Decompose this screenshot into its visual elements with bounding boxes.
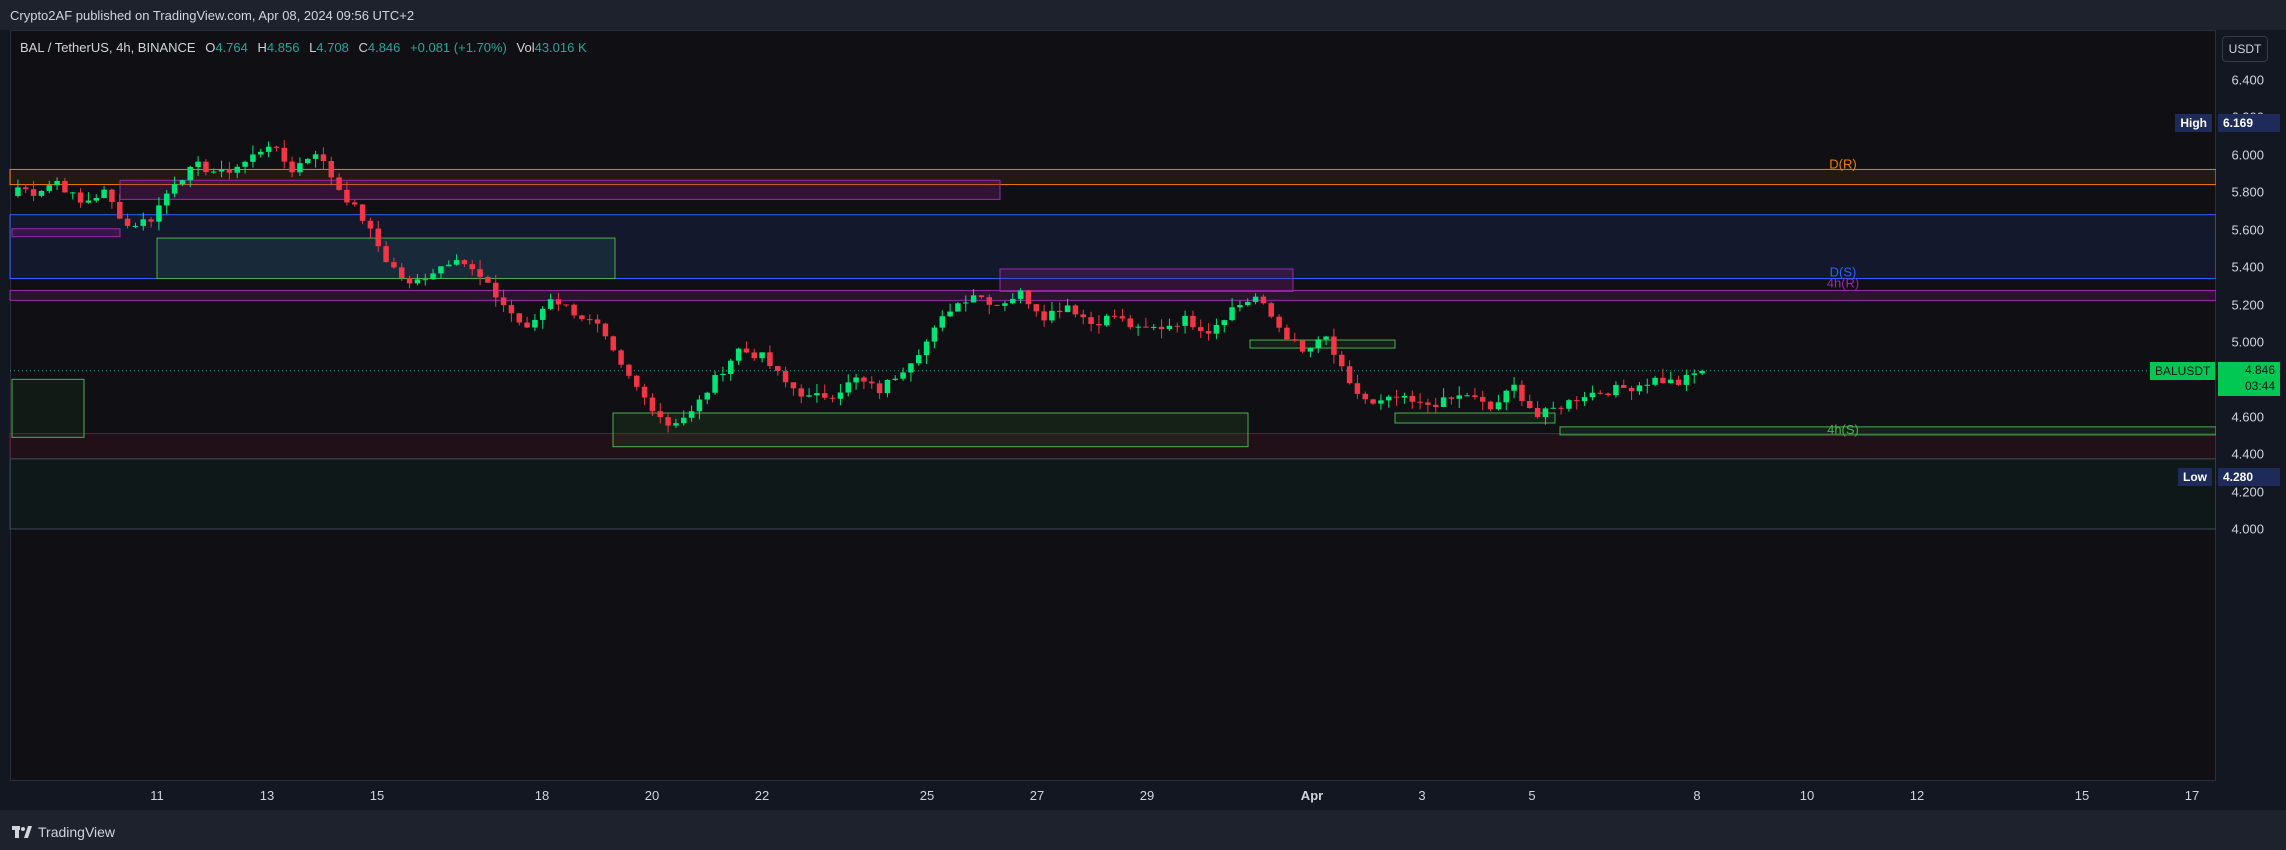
currency-button[interactable]: USDT [2222,36,2268,62]
time-tick: 3 [1418,788,1426,803]
time-tick: 11 [150,788,164,803]
time-tick: 8 [1693,788,1701,803]
symbol-legend: BAL / TetherUS, 4h, BINANCE O4.764 H4.85… [20,40,587,55]
price-axis[interactable]: USDT 6.4006.2006.0005.8005.6005.4005.200… [2216,30,2286,781]
open-value: 4.764 [215,40,248,55]
time-tick: 13 [259,788,275,803]
time-tick: 18 [534,788,550,803]
time-tick: 27 [1029,788,1045,803]
price-tick: 4.600 [2231,409,2264,425]
low-label: L [309,40,317,55]
last-symbol-tag: BALUSDT [2150,361,2216,380]
price-tick: 6.000 [2231,147,2264,163]
tradingview-logo[interactable]: TradingView [12,824,115,840]
open-label: O [205,40,216,55]
price-tick: 5.000 [2231,334,2264,350]
volume-label: Vol [516,40,535,55]
time-tick: 29 [1139,788,1155,803]
time-tick: Apr [1300,788,1324,803]
price-tick: 5.400 [2231,259,2264,275]
time-tick: 17 [2184,788,2200,803]
symbol-name: BAL / TetherUS, 4h, BINANCE [20,40,196,55]
high-label: H [257,40,267,55]
bar-countdown: 03:44 [2244,378,2275,393]
price-tick: 4.400 [2231,446,2264,462]
high-marker-value: 6.169 [2218,114,2280,133]
time-tick: 22 [754,788,770,803]
price-tick: 5.200 [2231,297,2264,312]
chart-area[interactable] [10,30,2216,781]
low-value: 4.708 [316,40,349,55]
time-tick: 10 [1799,788,1815,803]
tradingview-icon [12,826,32,838]
low-marker-label: Low [2178,467,2212,486]
footer-bar: TradingView [0,810,2286,850]
price-tick: 5.800 [2231,184,2264,200]
time-tick: 25 [919,788,935,803]
time-tick: 5 [1528,788,1536,803]
volume-value: 43.016 K [534,40,587,55]
brand-name: TradingView [38,824,116,840]
publisher-line: Crypto2AF published on TradingView.com, … [10,8,415,23]
time-axis[interactable]: 11 13 15 18 20 22 25 27 29 Apr 3 5 8 10 12 15 17 [0,781,2286,810]
close-label: C [358,40,368,55]
time-tick: 12 [1909,788,1925,803]
price-tick: 4.000 [2231,521,2264,537]
time-tick: 15 [2074,788,2090,803]
price-tick: 5.600 [2231,222,2264,238]
change-value: +0.081 (+1.70%) [410,40,507,55]
last-price-tag: 4.846 03:44 [2218,361,2280,396]
time-tick: 20 [644,788,660,803]
last-price-value: 4.846 [2244,362,2275,377]
high-value: 4.856 [266,40,300,55]
time-tick: 15 [369,788,385,803]
low-marker-value: 4.280 [2218,467,2280,486]
high-marker-label: High [2175,114,2212,133]
price-tick: 4.200 [2231,484,2264,500]
header-bar: Crypto2AF published on TradingView.com, … [0,0,2286,30]
price-tick: 6.400 [2231,72,2264,88]
close-value: 4.846 [367,40,401,55]
